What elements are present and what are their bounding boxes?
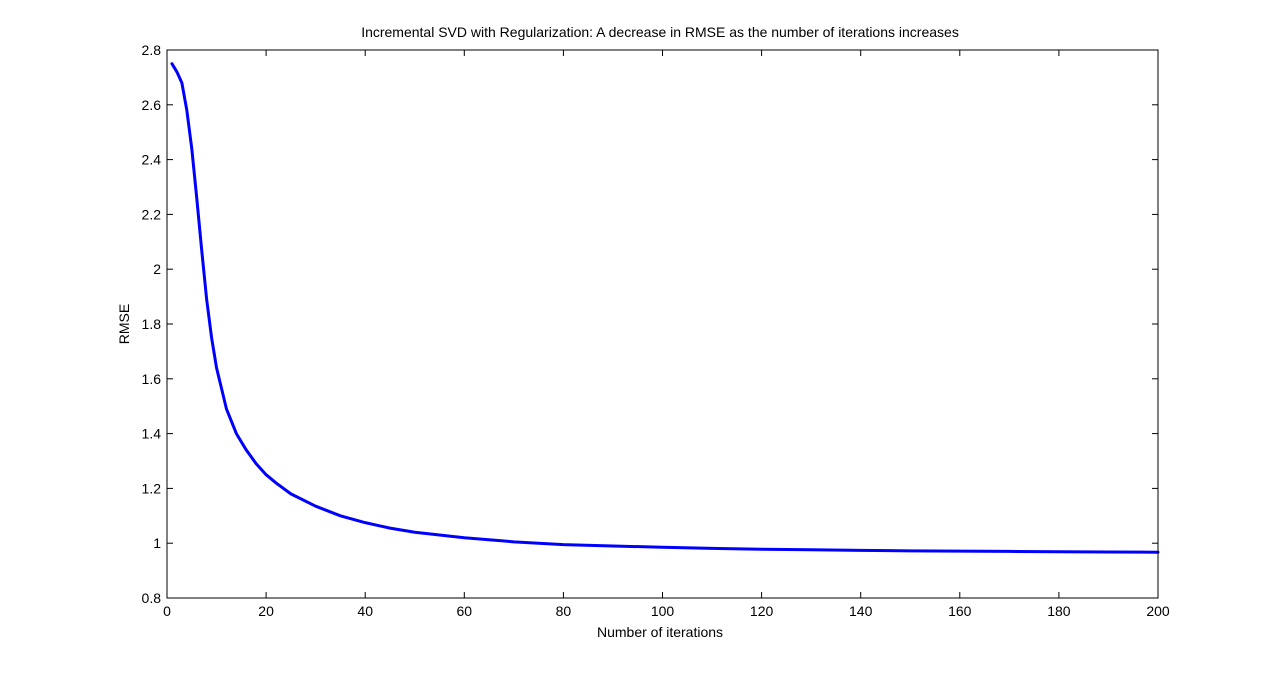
y-tick-label: 1.8 [142,316,162,332]
plot-frame [166,49,1159,599]
x-tick-label: 180 [1047,603,1071,619]
x-tick-label: 140 [849,603,873,619]
x-tick-label: 100 [651,603,675,619]
x-tick-label: 200 [1146,603,1170,619]
y-tick-label: 2 [153,261,161,277]
x-tick-label: 160 [948,603,972,619]
y-axis-label: RMSE [116,304,132,344]
x-axis-label: Number of iterations [597,624,723,640]
tick-labels-layer: 0 20 40 60 80 100 120 140 160 180 200 0.8 1 1.2 1.4 1.6… [142,42,1170,619]
y-tick-label: 1.4 [142,426,162,442]
x-tick-label: 80 [556,603,572,619]
x-tick-label: 20 [258,603,274,619]
y-tick-label: 2.6 [142,97,162,113]
x-tick-label: 0 [163,603,171,619]
plot-area [167,50,1158,598]
x-tick-label: 120 [750,603,774,619]
rmse-series-line [170,62,1160,554]
y-tick-label: 1 [153,535,161,551]
y-tick-label: 1.2 [142,480,162,496]
x-tick-label: 40 [357,603,373,619]
y-tick-label: 2.4 [142,152,162,168]
y-tick-label: 1.6 [142,371,162,387]
x-tick-label: 60 [457,603,473,619]
y-tick-label: 2.8 [142,42,162,58]
chart-title: Incremental SVD with Regularization: A d… [361,24,959,40]
series-layer [170,62,1160,554]
y-tick-label: 2.2 [142,206,162,222]
y-tick-label: 0.8 [142,590,162,606]
